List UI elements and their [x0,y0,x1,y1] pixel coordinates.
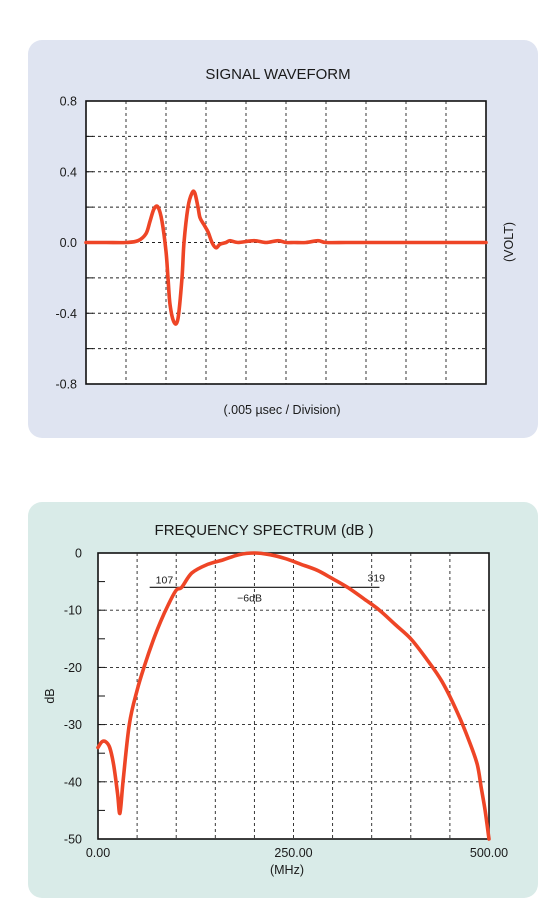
spectrum-minor-ticks [98,581,105,811]
waveform-y-tick-label: -0.4 [55,307,77,321]
spectrum-bandwidth-annotation: 107 319 −6dB [149,572,385,604]
waveform-panel: SIGNAL WAVEFORM -0.8 -0.4 0.0 0.4 0.8 (.005 … [28,40,538,438]
waveform-y-axis-label: (VOLT) [502,222,516,262]
waveform-chart: SIGNAL WAVEFORM -0.8 -0.4 0.0 0.4 0.8 (.005 … [55,66,516,417]
waveform-y-tick-label: 0.0 [60,236,77,250]
spectrum-title: FREQUENCY SPECTRUM (dB ) [155,522,374,539]
spectrum-x-tick-label: 0.00 [86,846,110,860]
spectrum-x-tick-label: 250.00 [274,846,312,860]
waveform-minor-ticks [86,135,93,350]
waveform-y-tick-label: -0.8 [55,378,77,392]
spectrum-y-tick-label: -50 [64,833,82,847]
spectrum-panel: FREQUENCY SPECTRUM (dB ) 0 -10 -20 -30 -40 -5… [28,502,538,898]
spectrum-plot-area [97,552,490,840]
spectrum-chart: FREQUENCY SPECTRUM (dB ) 0 -10 -20 -30 -40 -5… [43,522,508,877]
waveform-y-tick-label: 0.4 [60,165,77,179]
spectrum-x-ticks: 0.00 250.00 500.00 [86,846,508,860]
spectrum-y-tick-label: -20 [64,661,82,675]
spectrum-y-ticks: 0 -10 -20 -30 -40 -50 [64,547,82,847]
spectrum-y-tick-label: 0 [75,547,82,561]
spectrum-x-tick-label: 500.00 [470,846,508,860]
spectrum-grid [98,553,489,839]
spectrum-series-line [96,551,491,841]
spectrum-y-tick-label: -40 [64,775,82,789]
waveform-series-line [84,189,488,326]
spectrum-y-axis-label: dB [43,688,57,703]
waveform-y-ticks: -0.8 -0.4 0.0 0.4 0.8 [55,95,77,392]
spectrum-y-tick-label: -30 [64,718,82,732]
spectrum-y-tick-label: -10 [64,604,82,618]
spectrum-x-axis-label: (MHz) [270,863,304,877]
waveform-title: SIGNAL WAVEFORM [205,66,350,83]
high-cutoff-label: 319 [367,572,385,584]
waveform-y-tick-label: 0.8 [60,95,77,109]
waveform-x-axis-label: (.005 µsec / Division) [224,403,341,417]
level-label: −6dB [237,592,262,604]
low-cutoff-label: 107 [156,574,174,586]
